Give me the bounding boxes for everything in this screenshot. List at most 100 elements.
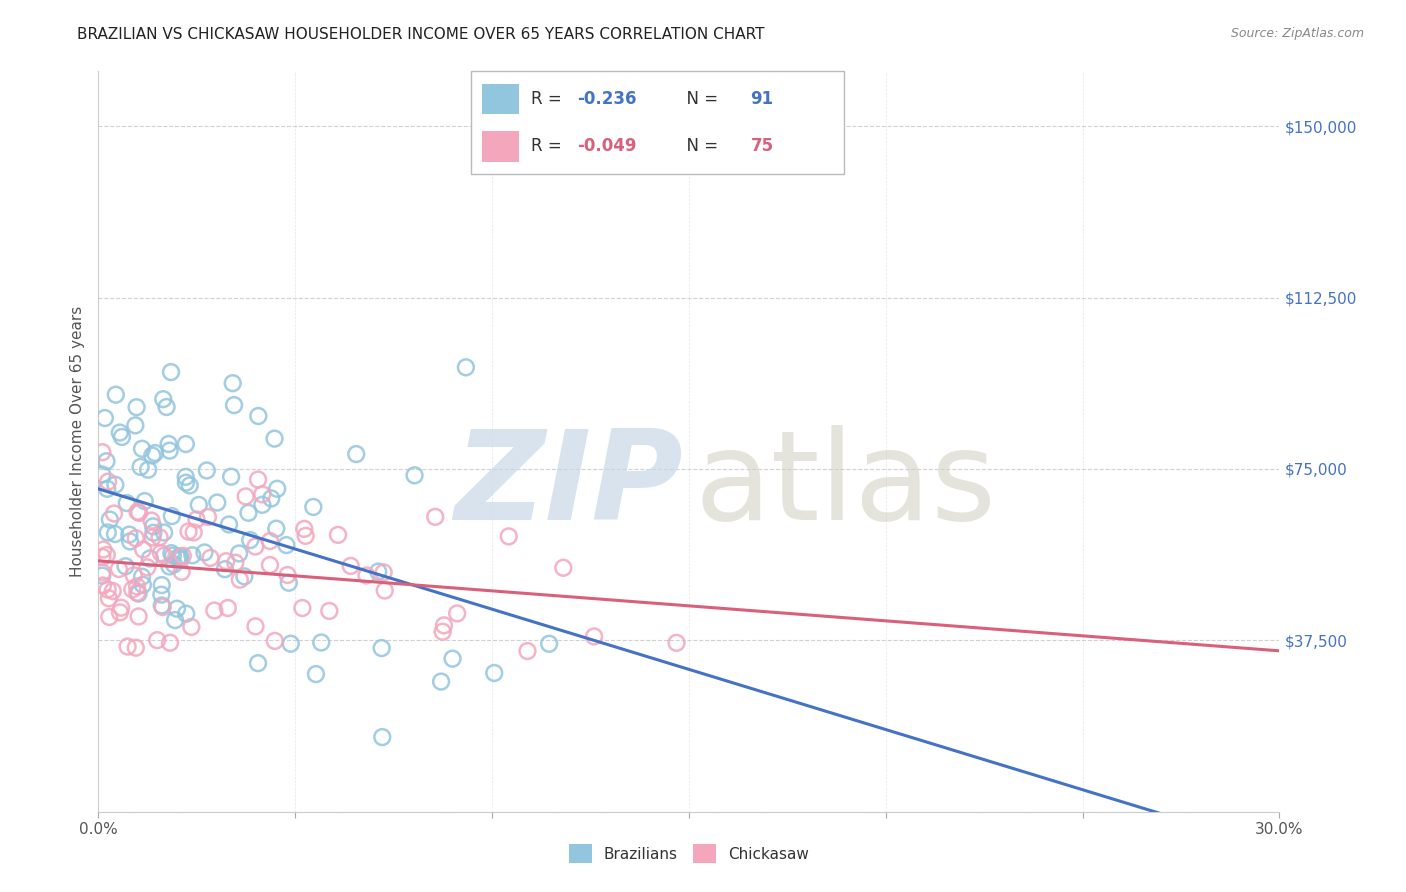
Point	[266, 522, 288, 536]
Point	[136, 560, 159, 574]
Point	[104, 387, 127, 401]
Point	[155, 400, 177, 414]
Point	[127, 585, 149, 599]
Point	[179, 478, 201, 492]
Point	[222, 398, 245, 412]
Point	[177, 524, 200, 539]
Point	[163, 558, 186, 572]
Bar	[482, 84, 519, 114]
Point	[326, 528, 349, 542]
Point	[186, 512, 208, 526]
Point	[484, 665, 506, 680]
Point	[91, 542, 114, 557]
Legend: Brazilians, Chickasaw: Brazilians, Chickasaw	[561, 837, 817, 871]
Point	[104, 527, 127, 541]
Point	[134, 494, 156, 508]
Point	[217, 601, 239, 615]
Point	[183, 525, 205, 540]
Point	[160, 546, 183, 560]
Point	[259, 534, 281, 549]
Point	[152, 600, 174, 615]
Text: R =: R =	[530, 137, 567, 155]
Point	[117, 640, 139, 654]
Point	[121, 582, 143, 597]
Point	[318, 604, 340, 618]
Point	[266, 482, 288, 496]
Point	[302, 500, 325, 514]
Point	[162, 549, 184, 563]
Point	[141, 514, 163, 528]
Bar	[482, 131, 519, 161]
Point	[200, 550, 222, 565]
Point	[309, 635, 332, 649]
Point	[96, 548, 118, 562]
Point	[193, 545, 215, 559]
Point	[169, 552, 191, 566]
Point	[235, 490, 257, 504]
Point	[111, 430, 134, 444]
Point	[441, 651, 464, 665]
Point	[96, 482, 118, 496]
Point	[239, 533, 262, 547]
Point	[97, 582, 120, 597]
Point	[91, 566, 114, 580]
Point	[247, 656, 270, 670]
Point	[498, 529, 520, 543]
Point	[195, 463, 218, 477]
Point	[165, 613, 187, 627]
Point	[229, 573, 252, 587]
Point	[202, 603, 225, 617]
Point	[252, 487, 274, 501]
Text: N =: N =	[676, 137, 723, 155]
Point	[516, 644, 538, 658]
Point	[280, 637, 302, 651]
Point	[215, 554, 238, 568]
Point	[187, 498, 209, 512]
Point	[114, 559, 136, 574]
Point	[305, 667, 328, 681]
Point	[160, 509, 183, 524]
Point	[583, 629, 606, 643]
Point	[108, 606, 131, 620]
Point	[159, 443, 181, 458]
Point	[259, 558, 281, 572]
Point	[131, 570, 153, 584]
Point	[159, 636, 181, 650]
Point	[98, 610, 121, 624]
Point	[218, 517, 240, 532]
Point	[292, 522, 315, 536]
Point	[170, 565, 193, 579]
Point	[214, 562, 236, 576]
Point	[222, 376, 245, 391]
Point	[367, 565, 389, 579]
Point	[169, 549, 191, 564]
Point	[108, 425, 131, 440]
Point	[132, 542, 155, 557]
Point	[245, 619, 267, 633]
Point	[159, 559, 181, 574]
Point	[294, 529, 316, 543]
Point	[370, 641, 392, 656]
Point	[97, 525, 120, 540]
Point	[148, 530, 170, 544]
Point	[252, 498, 274, 512]
Point	[125, 401, 148, 415]
Point	[430, 674, 453, 689]
Text: atlas: atlas	[695, 425, 997, 547]
Point	[150, 599, 173, 613]
Point	[263, 634, 285, 648]
Point	[96, 454, 118, 468]
Point	[97, 591, 120, 606]
Point	[446, 607, 468, 621]
Text: -0.236: -0.236	[578, 90, 637, 108]
Point	[91, 467, 114, 482]
Text: ZIP: ZIP	[454, 425, 683, 547]
Point	[339, 558, 361, 573]
Text: R =: R =	[530, 90, 567, 108]
FancyBboxPatch shape	[471, 71, 844, 174]
Point	[291, 601, 314, 615]
Point	[432, 624, 454, 639]
Point	[153, 549, 176, 563]
Point	[125, 531, 148, 545]
Point	[224, 556, 246, 570]
